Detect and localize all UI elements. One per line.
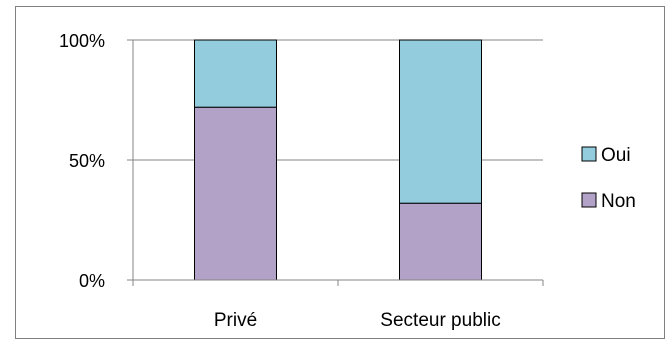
bars <box>194 39 482 281</box>
y-axis-ticks: 0% 50% 100% <box>59 31 133 291</box>
legend-swatch-non <box>581 192 597 208</box>
bar-non-0 <box>194 106 277 281</box>
chart-frame <box>15 6 665 339</box>
bar-oui-1 <box>399 39 482 204</box>
legend-label-oui: Oui <box>601 145 631 166</box>
legend: Oui Non <box>581 145 636 212</box>
legend-swatch-oui <box>581 146 597 162</box>
bar-oui-0 <box>194 39 277 108</box>
y-tick-label: 0% <box>79 271 105 291</box>
legend-label-non: Non <box>601 191 636 212</box>
x-category-label: Privé <box>214 310 257 331</box>
y-tick-label: 50% <box>69 151 105 171</box>
bar-non-1 <box>399 202 482 281</box>
x-axis-labels: Privé Secteur public <box>214 310 501 331</box>
x-category-label: Secteur public <box>380 310 500 331</box>
axes <box>132 40 544 286</box>
y-tick-label: 100% <box>59 31 105 51</box>
